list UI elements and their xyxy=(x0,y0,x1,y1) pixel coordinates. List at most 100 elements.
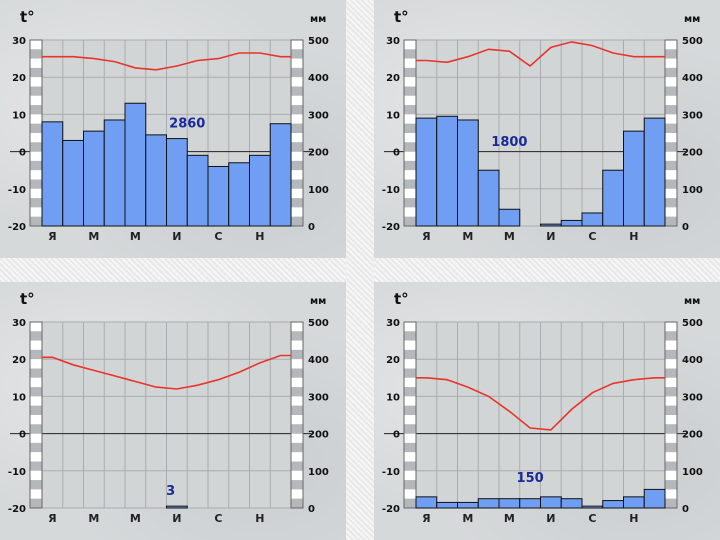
precip-bar xyxy=(519,498,541,509)
temp-scale-segment xyxy=(404,188,416,199)
temp-scale-segment xyxy=(404,359,416,369)
precip-scale-segment xyxy=(665,359,677,369)
temp-tick-label: -20 xyxy=(382,222,400,233)
temp-tick-label: 30 xyxy=(12,36,26,47)
month-label: М xyxy=(88,512,99,525)
temp-scale-segment xyxy=(30,142,42,152)
precip-scale-segment xyxy=(291,86,303,96)
precip-scale-segment xyxy=(291,489,303,499)
precip-scale-segment xyxy=(665,58,677,68)
temp-scale-segment xyxy=(30,40,42,50)
temp-scale-segment xyxy=(404,331,416,341)
temp-scale-segment xyxy=(30,49,42,59)
temp-scale-segment xyxy=(404,349,416,360)
temp-scale-segment xyxy=(404,179,416,189)
precip-bar xyxy=(540,496,562,509)
temp-scale-segment xyxy=(404,340,416,350)
temp-tick-label: 0 xyxy=(393,430,400,441)
precip-scale-segment xyxy=(291,480,303,490)
precip-scale-segment xyxy=(665,77,677,87)
temp-scale-segment xyxy=(30,387,42,397)
temp-scale-segment xyxy=(404,170,416,180)
temp-scale-segment xyxy=(30,58,42,68)
temp-scale-segment xyxy=(404,123,416,133)
precip-bar xyxy=(62,139,84,227)
temp-scale-segment xyxy=(404,95,416,106)
temp-scale-segment xyxy=(30,498,42,508)
precip-tick-label: 300 xyxy=(682,392,703,403)
precip-scale-segment xyxy=(665,340,677,350)
temperature-line xyxy=(416,41,665,68)
precip-scale-segment xyxy=(291,470,303,481)
precip-bar xyxy=(602,500,624,509)
precip-bar xyxy=(207,165,230,227)
precip-scale-segment xyxy=(665,331,677,341)
precip-tick-label: 100 xyxy=(682,467,703,478)
month-label: С xyxy=(214,512,222,525)
precip-scale-segment xyxy=(291,396,303,406)
precip-scale-segment xyxy=(291,67,303,78)
month-label: С xyxy=(588,512,596,525)
temp-scale-segment xyxy=(404,40,416,50)
temp-scale-segment xyxy=(30,461,42,471)
climate-chart-2: t° мм 30 20 10 0 -10 -20 500 400 300 200 100 0 Я М М И С Н 1… xyxy=(374,0,720,258)
temp-scale-segment xyxy=(30,123,42,133)
temp-scale-segment xyxy=(30,170,42,180)
month-label: М xyxy=(462,230,473,243)
precip-bar xyxy=(228,162,250,227)
precip-bar xyxy=(124,102,147,227)
precip-scale-segment xyxy=(291,105,303,115)
temp-tick-label: 0 xyxy=(19,430,26,441)
temp-unit-label: t° xyxy=(394,8,409,26)
temp-tick-label: 20 xyxy=(12,73,26,84)
temp-scale-segment xyxy=(404,151,416,161)
temp-scale-segment xyxy=(30,114,42,124)
precip-scale-segment xyxy=(665,114,677,124)
temp-tick-label: 10 xyxy=(386,110,400,121)
temperature-line xyxy=(42,354,291,390)
temp-scale-segment xyxy=(404,368,416,378)
precip-tick-label: 400 xyxy=(308,355,329,366)
precip-tick-label: 200 xyxy=(682,430,703,441)
precip-bar xyxy=(415,117,438,227)
precip-tick-label: 500 xyxy=(682,318,703,329)
precip-scale-segment xyxy=(665,387,677,397)
precip-scale-segment xyxy=(665,95,677,106)
temp-tick-label: 30 xyxy=(12,318,26,329)
precip-unit-label: мм xyxy=(310,14,326,25)
temp-unit-label: t° xyxy=(20,290,35,308)
temp-scale-segment xyxy=(404,216,416,226)
temp-scale-bar xyxy=(29,321,43,509)
temp-scale-segment xyxy=(30,452,42,462)
precip-tick-label: 300 xyxy=(308,110,329,121)
precip-scale-bar xyxy=(664,321,678,509)
temp-scale-segment xyxy=(404,142,416,152)
temp-scale-segment xyxy=(30,160,42,171)
precip-scale-segment xyxy=(665,470,677,481)
precip-scale-segment xyxy=(291,331,303,341)
precip-bar xyxy=(436,501,458,509)
annual-precip-label: 2860 xyxy=(169,116,205,131)
precip-scale-segment xyxy=(665,396,677,406)
temp-scale-segment xyxy=(30,86,42,96)
temp-scale-segment xyxy=(404,405,416,415)
temp-tick-label: -10 xyxy=(382,185,400,196)
temp-scale-segment xyxy=(404,105,416,115)
precip-bar xyxy=(41,121,64,227)
month-label: Н xyxy=(255,512,264,525)
annual-precip-label: 3 xyxy=(166,484,175,499)
precip-scale-segment xyxy=(291,359,303,369)
precip-scale-segment xyxy=(291,322,303,332)
temp-tick-label: -10 xyxy=(8,185,26,196)
temp-scale-segment xyxy=(30,405,42,415)
temp-tick-label: 20 xyxy=(12,355,26,366)
precip-scale-segment xyxy=(291,123,303,133)
precip-unit-label: мм xyxy=(684,296,700,307)
precip-scale-segment xyxy=(665,170,677,180)
month-label: Н xyxy=(255,230,264,243)
temp-scale-segment xyxy=(404,377,416,388)
precip-scale-segment xyxy=(291,216,303,226)
temp-scale-segment xyxy=(30,151,42,161)
temp-scale-segment xyxy=(30,188,42,199)
temp-scale-segment xyxy=(404,415,416,425)
